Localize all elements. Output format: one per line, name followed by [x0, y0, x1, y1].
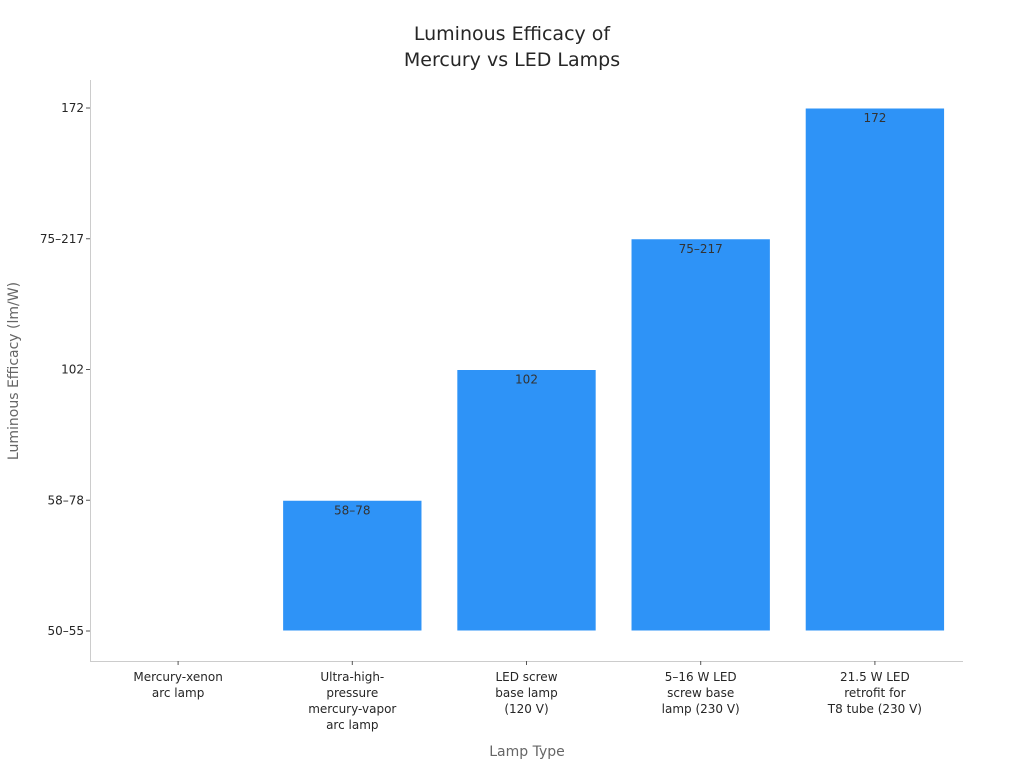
- y-axis-ticks: 50–55 58–78 102 75–217 172: [40, 101, 90, 638]
- bar: [282, 499, 423, 632]
- data-label: 102: [515, 373, 538, 387]
- bar: [630, 238, 771, 632]
- x-tick-label-line: pressure: [326, 686, 378, 700]
- x-tick-label: LED screw base lamp (120 V): [495, 670, 557, 716]
- x-tick-label: Ultra-high-pressure mercury-vapor arc lamp: [308, 670, 396, 732]
- data-label: 58–78: [334, 503, 371, 517]
- x-tick-label: Mercury-xenon arc lamp: [133, 670, 222, 700]
- x-axis-title: Lamp Type: [489, 744, 565, 760]
- y-tick-label: 50–55: [47, 624, 84, 638]
- x-tick-label-line: T8 tube (230 V): [827, 702, 922, 716]
- x-axis-ticks: Mercury-xenon arc lampUltra-high-pressure…: [133, 661, 922, 732]
- y-axis-title: Luminous Efficacy (lm/W): [6, 282, 22, 460]
- x-tick-label-line: Mercury-xenon: [133, 670, 222, 684]
- chart-title-line-2: Mercury vs LED Lamps: [404, 49, 620, 71]
- x-tick-label-line: LED screw: [495, 670, 557, 684]
- x-tick-label: 21.5 W LED retrofit for T8 tube (230 V): [827, 670, 922, 716]
- bar: [456, 369, 597, 632]
- x-tick-label-line: 21.5 W LED: [840, 670, 910, 684]
- x-tick-label-line: 5–16 W LED: [665, 670, 737, 684]
- x-tick-label-line: (120 V): [504, 702, 548, 716]
- x-tick-label-line: arc lamp: [326, 718, 378, 732]
- x-tick-label-line: screw base: [667, 686, 734, 700]
- x-tick-label-line: retrofit for: [844, 686, 905, 700]
- data-label: 172: [863, 111, 886, 125]
- y-tick-label: 102: [61, 363, 84, 377]
- bar: [804, 107, 946, 632]
- x-tick-label-line: Ultra-high-: [320, 670, 384, 684]
- data-label: 75–217: [679, 242, 723, 256]
- y-tick-label: 58–78: [47, 493, 84, 507]
- y-tick-label: 172: [61, 101, 84, 115]
- chart-title-line-1: Luminous Efficacy of: [414, 23, 612, 45]
- x-tick-label-line: arc lamp: [152, 686, 204, 700]
- bars-group: 58–78 102 75–217 172: [282, 107, 946, 632]
- x-tick-label-line: base lamp: [495, 686, 557, 700]
- x-tick-label: 5–16 W LED screw base lamp (230 V): [662, 670, 740, 716]
- y-tick-label: 75–217: [40, 232, 84, 246]
- x-tick-label-line: lamp (230 V): [662, 702, 740, 716]
- x-tick-label-line: mercury-vapor: [308, 702, 396, 716]
